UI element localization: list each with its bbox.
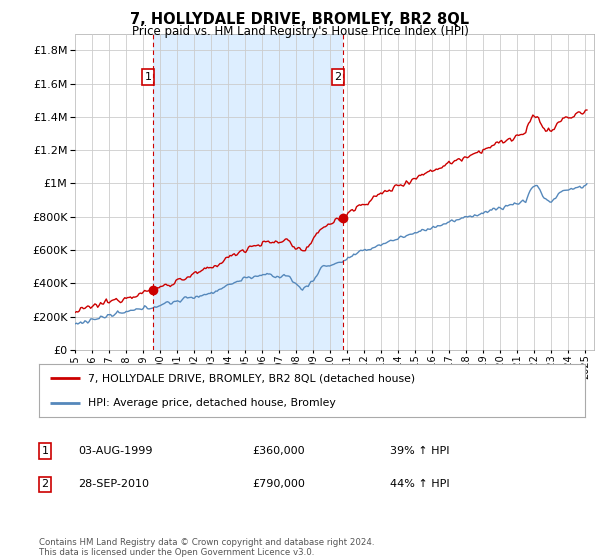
- Text: 2: 2: [334, 72, 341, 82]
- Text: 7, HOLLYDALE DRIVE, BROMLEY, BR2 8QL: 7, HOLLYDALE DRIVE, BROMLEY, BR2 8QL: [130, 12, 470, 27]
- Text: 44% ↑ HPI: 44% ↑ HPI: [390, 479, 449, 489]
- Text: 39% ↑ HPI: 39% ↑ HPI: [390, 446, 449, 456]
- Text: 28-SEP-2010: 28-SEP-2010: [78, 479, 149, 489]
- Text: Contains HM Land Registry data © Crown copyright and database right 2024.
This d: Contains HM Land Registry data © Crown c…: [39, 538, 374, 557]
- Text: 1: 1: [145, 72, 151, 82]
- Bar: [153, 34, 343, 350]
- Text: 1: 1: [41, 446, 49, 456]
- Text: £360,000: £360,000: [252, 446, 305, 456]
- Text: Price paid vs. HM Land Registry's House Price Index (HPI): Price paid vs. HM Land Registry's House …: [131, 25, 469, 38]
- Text: HPI: Average price, detached house, Bromley: HPI: Average price, detached house, Brom…: [88, 398, 336, 408]
- Text: £790,000: £790,000: [252, 479, 305, 489]
- Text: 03-AUG-1999: 03-AUG-1999: [78, 446, 152, 456]
- Text: 2: 2: [41, 479, 49, 489]
- Text: 7, HOLLYDALE DRIVE, BROMLEY, BR2 8QL (detached house): 7, HOLLYDALE DRIVE, BROMLEY, BR2 8QL (de…: [88, 374, 415, 384]
